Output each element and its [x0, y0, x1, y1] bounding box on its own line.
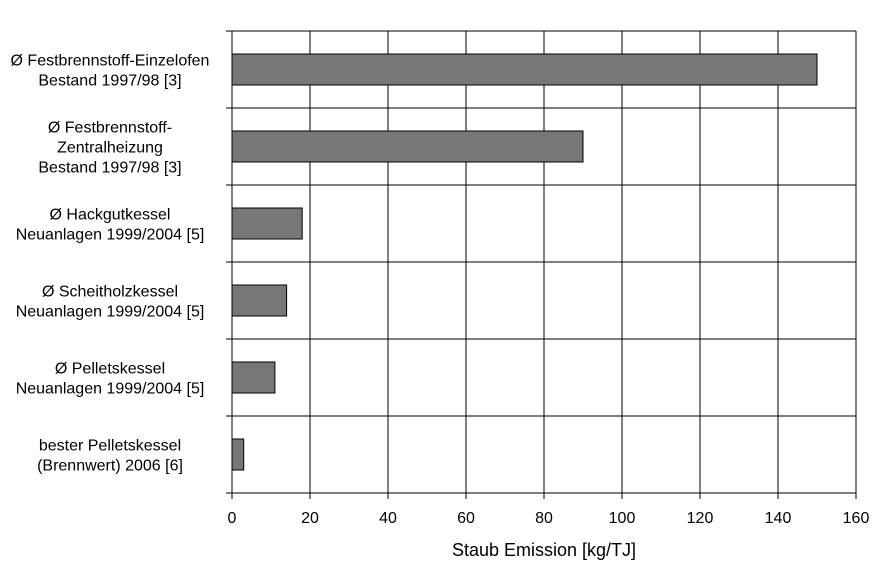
category-label-line: Bestand 1997/98 [3] [38, 73, 181, 90]
bar [231, 361, 276, 394]
category-label-line: Neuanlagen 1999/2004 [5] [16, 381, 205, 398]
x-tick-label: 120 [687, 510, 714, 527]
category-labels: Ø Festbrennstoff-Einzelofen Bestand 1997/… [11, 53, 210, 475]
x-tick-label: 60 [457, 510, 475, 527]
grid [232, 30, 857, 493]
x-tick-label: 80 [535, 510, 553, 527]
category-label-line: (Brennwert) 2006 [6] [37, 458, 183, 475]
category-label-line: Zentralheizung [57, 140, 163, 157]
x-tick-label: 140 [765, 510, 792, 527]
bar [231, 438, 245, 471]
x-tick-label: 20 [301, 510, 319, 527]
x-tick-label: 160 [843, 510, 870, 527]
category-label-line: Neuanlagen 1999/2004 [5] [16, 304, 205, 321]
category-label-line: Ø Pelletskessel [55, 361, 165, 378]
x-axis: 0 20 40 60 80 100 120 140 160 [226, 30, 870, 527]
bar [231, 284, 288, 317]
category-label-line: Ø Scheitholzkessel [42, 284, 178, 301]
x-tick-label: 0 [228, 510, 237, 527]
x-tick-label: 100 [609, 510, 636, 527]
bar [231, 207, 303, 240]
category-label: Ø Scheitholzkessel Neuanlagen 1999/2004 [… [16, 284, 205, 321]
category-label: Ø Festbrennstoff- Zentralheizung Bestand 1… [38, 120, 181, 177]
category-label-line: bester Pelletskessel [39, 438, 181, 455]
category-label-line: Neuanlagen 1999/2004 [5] [16, 227, 205, 244]
category-label-line: Ø Festbrennstoff- [48, 120, 172, 137]
category-label: Ø Hackgutkessel Neuanlagen 1999/2004 [5] [16, 207, 205, 244]
bars [231, 53, 818, 471]
x-tick-label: 40 [379, 510, 397, 527]
category-label: Ø Festbrennstoff-Einzelofen Bestand 1997/… [11, 53, 210, 90]
category-label: Ø Pelletskessel Neuanlagen 1999/2004 [5] [16, 361, 205, 398]
category-label-line: Bestand 1997/98 [3] [38, 160, 181, 177]
bar [231, 53, 818, 86]
category-label-line: Ø Hackgutkessel [50, 207, 171, 224]
category-label: bester Pelletskessel (Brennwert) 2006 [6] [37, 438, 183, 475]
category-label-line: Ø Festbrennstoff-Einzelofen [11, 53, 210, 70]
bar [231, 130, 584, 163]
x-axis-title: Staub Emission [kg/TJ] [452, 540, 636, 560]
